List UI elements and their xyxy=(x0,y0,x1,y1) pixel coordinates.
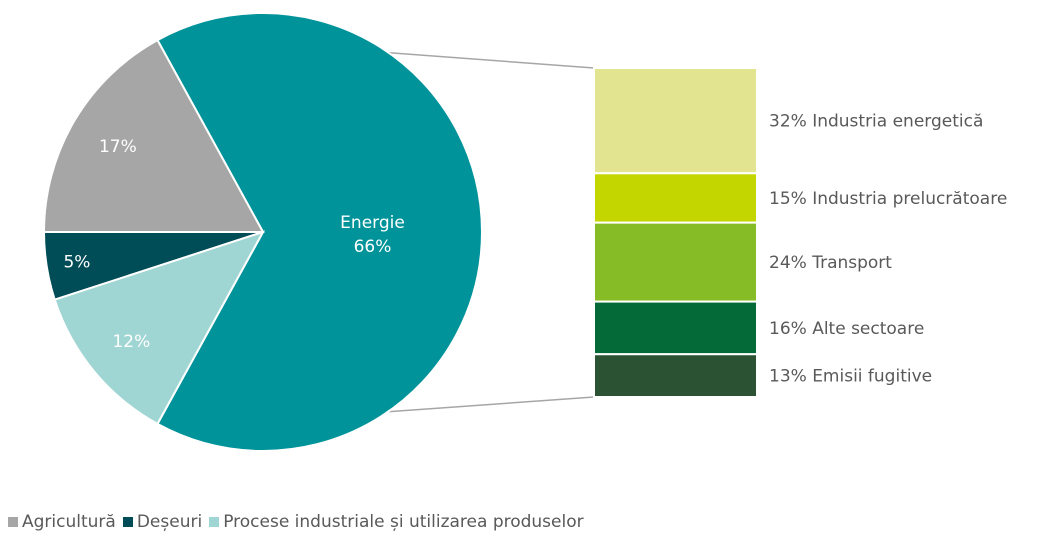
legend-label: Agricultură xyxy=(22,512,116,532)
legend-label: Deșeuri xyxy=(136,512,203,532)
pie xyxy=(42,12,483,452)
pie-label-energie: Energie xyxy=(340,213,405,233)
bar-label-alte-sectoare: 16% Alte sectoare xyxy=(769,319,924,339)
bar-segment-industria-energetica xyxy=(593,67,758,175)
bar-of-pie-chart: Energie 66% 17% 5% 12% 32% Industria energet… xyxy=(42,12,1007,452)
bar-label-transport: 24% Transport xyxy=(769,253,892,273)
pie-slice-procese-industriale-si-utilizarea-produselor xyxy=(53,230,266,426)
legend-item-procese-industriale-si-utilizarea-produselor: Procese industriale și utilizarea produs… xyxy=(209,512,584,532)
bar-segment-emisii-fugitive xyxy=(593,353,758,399)
pie-value-energie: 66% xyxy=(354,237,392,257)
bar-segment-alte-sectoare xyxy=(593,300,758,356)
legend-swatch xyxy=(122,517,133,527)
legend-item-deseuri: Deșeuri xyxy=(122,512,203,532)
stacked-bar xyxy=(593,67,758,399)
bar-labels: 32% Industria energetică 15% Industria pr… xyxy=(769,112,1007,387)
legend-swatch xyxy=(209,517,220,527)
pie-slice-energie xyxy=(156,12,483,452)
pie-value-procese-industriale-si-utilizarea-produselor: 12% xyxy=(112,332,150,352)
pie-slice-agricultura xyxy=(42,38,265,233)
legend-swatch xyxy=(8,517,18,527)
bar-label-emisii-fugitive: 13% Emisii fugitive xyxy=(769,367,932,387)
bar-segment-industria-prelucratoare xyxy=(593,172,758,224)
legend: Agricultură Deșeuri Procese industriale și… xyxy=(8,512,591,532)
bar-label-industria-prelucratoare: 15% Industria prelucrătoare xyxy=(769,189,1007,209)
legend-item-agricultura: Agricultură xyxy=(8,512,116,532)
bar-label-industria-energetica: 32% Industria energetică xyxy=(769,112,983,132)
pie-value-agricultura: 17% xyxy=(99,137,137,157)
pie-value-deseuri: 5% xyxy=(63,252,90,272)
bar-segment-transport xyxy=(593,221,758,303)
legend-label: Procese industriale și utilizarea produs… xyxy=(223,512,584,532)
pie-labels: Energie 66% 17% 5% 12% xyxy=(63,137,404,352)
